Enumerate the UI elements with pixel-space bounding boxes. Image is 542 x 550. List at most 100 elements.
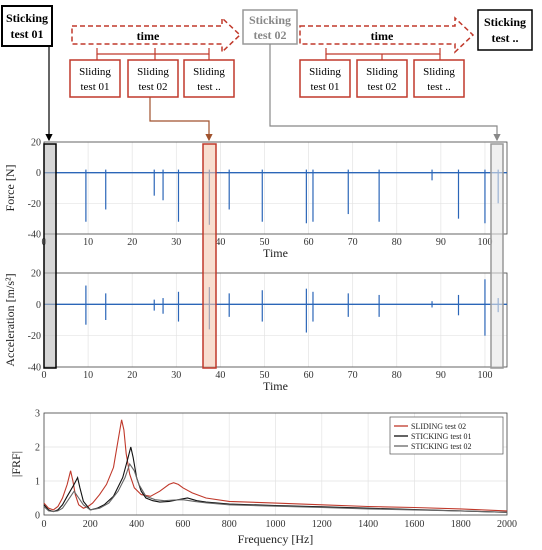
plot-frame — [43, 412, 508, 516]
x-tick-label: 0 — [42, 519, 47, 530]
time-arrow-2: time — [299, 16, 475, 54]
sliding-g1-label-line2: test 02 — [138, 81, 167, 93]
frf-line-3 — [43, 462, 508, 513]
highlight-sliding-02 — [202, 143, 217, 369]
y-tick-label: 20 — [31, 138, 41, 149]
plot-frame — [43, 272, 508, 368]
x-tick-label: 10 — [83, 237, 93, 248]
x-tick-label: 1800 — [451, 519, 471, 530]
sliding-g2-label-line2: test 02 — [367, 81, 396, 93]
x-tick-label: 50 — [259, 237, 269, 248]
x-tick-label: 1600 — [404, 519, 424, 530]
legend-label-2: STICKING test 01 — [411, 432, 471, 441]
sliding-g1-label-line2: test .. — [197, 81, 221, 93]
x-tick-label: 60 — [304, 237, 314, 248]
sliding-group-2: Sliding test 01 Sliding test 02 Sliding test … — [299, 59, 465, 98]
connector-sticking-02 — [269, 44, 501, 142]
time-label-1: time — [137, 29, 160, 43]
x-tick-label: 1200 — [312, 519, 332, 530]
x-tick-label: 2000 — [497, 519, 517, 530]
frf-line-2 — [43, 446, 508, 513]
x-tick-label: 600 — [175, 519, 190, 530]
y-tick-label: -20 — [28, 199, 41, 210]
sticking-02-line1: Sticking — [249, 13, 291, 27]
sliding-g2-label-line1: Sliding — [309, 66, 341, 78]
sticking-box-01: Sticking test 01 — [1, 5, 53, 47]
sticking-01-line1: Sticking — [6, 11, 48, 25]
sliding-g2-box-2: Sliding test 02 — [356, 59, 408, 98]
y-tick-label: 0 — [36, 300, 41, 311]
sliding-g1-label-line1: Sliding — [79, 66, 111, 78]
y-tick-label: 1 — [35, 477, 40, 488]
plot-frame — [43, 141, 508, 235]
sliding-g1-box-rect — [183, 59, 235, 98]
x-tick-label: 90 — [436, 237, 446, 248]
sticking-03-line1: Sticking — [484, 15, 526, 29]
connector-sliding-02 — [149, 97, 213, 142]
x-axis-label: Time — [263, 379, 288, 393]
sliding-g1-label-line2: test 01 — [80, 81, 109, 93]
x-tick-label: 100 — [477, 370, 492, 381]
x-tick-label: 0 — [42, 370, 47, 381]
x-tick-label: 70 — [348, 370, 358, 381]
sticking-box-03: Sticking test .. — [477, 9, 533, 51]
y-tick-label: -20 — [28, 331, 41, 342]
x-tick-label: 30 — [171, 237, 181, 248]
x-tick-label: 30 — [171, 370, 181, 381]
y-tick-label: 3 — [35, 409, 40, 420]
sliding-g1-label-line1: Sliding — [137, 66, 169, 78]
x-tick-label: 80 — [392, 237, 402, 248]
x-tick-label: 20 — [127, 370, 137, 381]
y-tick-label: 20 — [31, 269, 41, 280]
y-tick-label: 2 — [35, 443, 40, 454]
highlight-sticking-02 — [490, 143, 504, 369]
x-tick-label: 60 — [304, 370, 314, 381]
x-tick-label: 200 — [83, 519, 98, 530]
sliding-group-2-bracket — [325, 48, 441, 60]
sliding-g2-label-line2: test .. — [427, 81, 451, 93]
sliding-g2-box-rect — [299, 59, 351, 98]
y-tick-label: 0 — [36, 168, 41, 179]
sliding-g2-box-rect — [413, 59, 465, 98]
legend-box — [389, 416, 504, 455]
sliding-g1-label-line1: Sliding — [193, 66, 225, 78]
x-tick-label: 20 — [127, 237, 137, 248]
x-tick-label: 400 — [129, 519, 144, 530]
x-tick-label: 800 — [222, 519, 237, 530]
highlight-sticking-01 — [43, 143, 57, 369]
x-tick-label: 40 — [215, 237, 225, 248]
sliding-g1-box-rect — [69, 59, 121, 98]
sticking-01-line2: test 01 — [11, 27, 44, 41]
sliding-g2-label-line1: Sliding — [366, 66, 398, 78]
legend-label-3: STICKING test 02 — [411, 442, 471, 451]
y-axis-label: |FRF| — [9, 451, 23, 477]
sliding-g1-box-2: Sliding test 02 — [127, 59, 179, 98]
sliding-g2-box-1: Sliding test 01 — [299, 59, 351, 98]
x-tick-label: 10 — [83, 370, 93, 381]
sliding-g2-label-line2: test 01 — [310, 81, 339, 93]
x-tick-label: 1400 — [358, 519, 378, 530]
legend-label-1: SLIDING test 02 — [411, 422, 466, 431]
sliding-g2-label-line1: Sliding — [423, 66, 455, 78]
sliding-group-1: Sliding test 01 Sliding test 02 Sliding test … — [69, 59, 235, 98]
x-tick-label: 80 — [392, 370, 402, 381]
x-tick-label: 70 — [348, 237, 358, 248]
x-axis-label: Frequency [Hz] — [238, 532, 314, 546]
frf-line-1 — [43, 419, 508, 512]
sticking-03-line2: test .. — [492, 31, 519, 45]
sliding-g1-box-1: Sliding test 01 — [69, 59, 121, 98]
x-tick-label: 1000 — [266, 519, 286, 530]
x-tick-label: 90 — [436, 370, 446, 381]
x-tick-label: 100 — [477, 237, 492, 248]
y-tick-label: -40 — [28, 230, 41, 241]
y-axis-label: Acceleration [m/s²] — [3, 273, 17, 366]
time-arrow-1: time — [71, 16, 242, 54]
x-tick-label: 50 — [259, 370, 269, 381]
x-axis-label: Time — [263, 246, 288, 260]
sliding-group-1-bracket — [96, 48, 210, 60]
x-tick-label: 40 — [215, 370, 225, 381]
sticking-box-02: Sticking test 02 — [242, 9, 298, 45]
